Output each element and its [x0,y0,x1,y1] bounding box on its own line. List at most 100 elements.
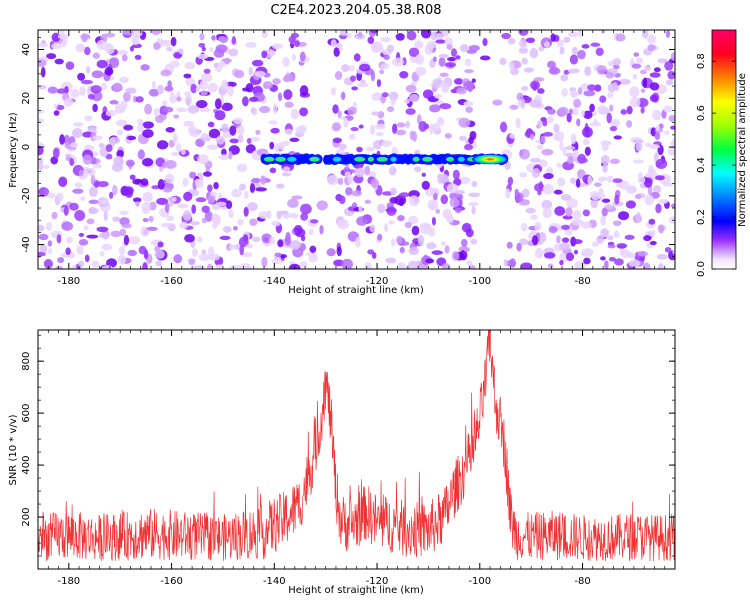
noise-blob [291,195,303,200]
noise-blob [47,192,56,199]
noise-blob [78,239,89,246]
noise-blob [425,258,435,264]
x-tick-label: -100 [468,276,491,287]
noise-blob [48,247,53,255]
noise-blob [606,175,614,183]
noise-blob [371,92,384,102]
noise-blob [170,151,182,156]
noise-blob [582,138,590,146]
noise-blob [610,119,620,128]
noise-blob [664,61,674,71]
noise-blob [600,256,606,261]
noise-blob [358,205,363,213]
noise-blob [345,187,353,196]
noise-blob [505,260,517,267]
noise-blob [198,253,210,262]
noise-blob [464,143,473,151]
spectrogram-noise [38,30,675,269]
noise-blob [236,125,245,135]
noise-blob [116,129,124,136]
noise-blob [122,91,131,102]
noise-blob [46,53,57,60]
y-tick-label: -20 [21,188,32,204]
noise-blob [273,103,278,114]
noise-blob [629,96,641,108]
noise-blob [463,101,474,107]
noise-blob [643,262,651,269]
noise-blob [341,64,350,73]
noise-blob [300,203,312,215]
noise-blob [290,212,299,219]
noise-blob [234,69,245,79]
noise-blob [580,221,592,229]
noise-blob [238,236,249,248]
noise-blob [131,34,140,46]
noise-blob [534,221,542,231]
noise-blob [610,158,620,164]
noise-blob [399,71,409,79]
noise-blob [272,78,281,85]
noise-blob [96,181,109,188]
noise-blob [295,126,307,135]
noise-blob [63,205,69,216]
noise-blob [351,190,362,197]
noise-blob [77,72,86,81]
noise-blob [576,118,581,127]
noise-blob [248,66,253,76]
noise-blob [614,194,620,205]
noise-blob [458,194,464,200]
noise-blob [358,124,364,129]
noise-blob [186,97,191,107]
noise-blob [164,159,177,169]
noise-blob [451,48,458,58]
noise-blob [605,72,615,79]
noise-blob [571,239,583,245]
noise-blob [633,52,640,57]
noise-blob [76,245,84,255]
noise-blob [284,73,294,82]
noise-blob [245,144,256,154]
noise-blob [538,181,543,190]
noise-blob [386,106,395,113]
noise-blob [228,150,233,160]
noise-blob [521,86,529,91]
noise-blob [42,164,50,169]
noise-blob [129,45,134,52]
colorbar-tick-label: 0.4 [696,157,707,173]
noise-blob [187,125,197,135]
noise-blob [533,77,545,82]
noise-blob [38,59,47,67]
noise-blob [647,34,656,44]
noise-blob [542,119,548,127]
noise-blob [136,124,145,133]
noise-blob [408,246,420,256]
noise-blob [413,166,422,173]
noise-blob [444,37,453,46]
noise-blob [142,191,153,203]
noise-blob [109,136,121,145]
noise-blob [456,87,467,95]
noise-blob [640,88,646,93]
noise-blob [663,105,673,113]
noise-blob [179,221,189,229]
y-tick-label: -40 [21,236,32,252]
noise-blob [213,62,219,68]
noise-blob [355,237,361,248]
noise-blob [183,191,193,202]
noise-blob [53,103,58,109]
noise-blob [166,46,173,52]
noise-blob [50,43,63,49]
band-core [376,156,388,162]
x-tick-label: -140 [263,276,286,287]
noise-blob [233,117,243,125]
noise-blob [176,107,188,113]
noise-blob [226,85,234,97]
noise-blob [229,125,237,136]
noise-blob [641,30,649,39]
noise-blob [40,66,46,78]
noise-blob [615,33,626,42]
noise-blob [293,224,303,235]
y-tick-label: 400 [21,456,32,475]
noise-blob [357,31,363,39]
noise-blob [541,148,554,156]
